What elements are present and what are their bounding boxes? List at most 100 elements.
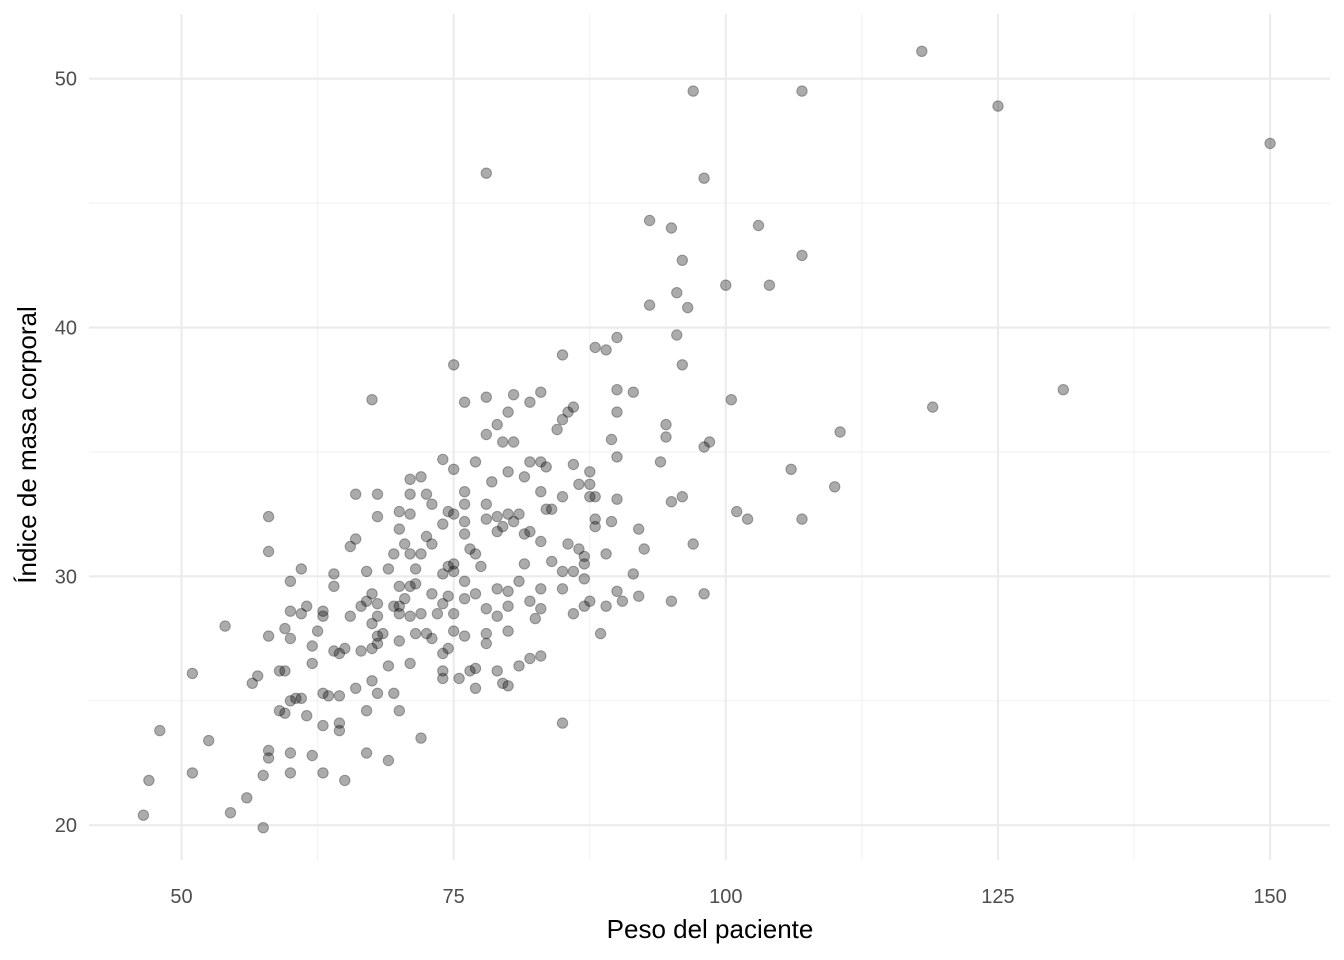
data-point	[589, 520, 601, 533]
data-point	[366, 394, 378, 406]
data-point	[262, 510, 275, 523]
data-point	[371, 610, 384, 622]
data-point	[491, 510, 503, 523]
data-point	[567, 401, 580, 413]
y-tick-label: 40	[55, 318, 77, 340]
data-point	[409, 627, 422, 640]
data-point	[567, 565, 580, 578]
data-point	[437, 598, 449, 610]
data-point	[224, 807, 237, 819]
data-point	[426, 588, 438, 600]
data-point	[763, 279, 776, 291]
data-point	[643, 214, 656, 227]
data-point	[420, 488, 433, 500]
data-point	[366, 675, 378, 687]
data-point	[388, 548, 400, 560]
data-point	[524, 595, 536, 607]
data-point	[562, 406, 574, 418]
data-point	[829, 481, 841, 493]
data-point	[322, 690, 335, 702]
data-point	[154, 724, 166, 737]
data-point	[589, 491, 601, 503]
data-point	[594, 627, 607, 640]
data-point	[284, 695, 297, 707]
data-point	[605, 515, 618, 528]
data-point	[605, 433, 618, 446]
data-point	[611, 406, 623, 418]
data-point	[551, 423, 563, 436]
data-point	[513, 575, 525, 587]
data-point	[600, 600, 612, 612]
data-point	[311, 625, 324, 637]
data-point	[415, 732, 427, 744]
data-point	[507, 389, 520, 401]
x-tick-label: 125	[981, 886, 1014, 908]
data-point	[442, 560, 454, 573]
data-point	[491, 525, 503, 538]
data-point	[671, 287, 683, 299]
data-point	[627, 386, 639, 398]
data-point	[611, 585, 623, 597]
data-point	[600, 548, 612, 560]
data-point	[1264, 137, 1276, 150]
data-point	[442, 642, 454, 655]
data-point	[415, 608, 427, 620]
data-point	[676, 254, 688, 266]
data-point	[567, 608, 580, 620]
data-point	[643, 299, 656, 311]
data-point	[497, 677, 509, 689]
data-point	[366, 642, 378, 655]
data-point	[502, 585, 514, 597]
data-point	[535, 603, 547, 615]
data-point	[137, 809, 150, 821]
data-point	[284, 767, 297, 779]
data-point	[328, 580, 340, 592]
data-point	[491, 418, 503, 431]
data-point	[584, 491, 596, 503]
data-point	[546, 503, 558, 515]
data-point	[589, 513, 601, 525]
data-point	[333, 647, 346, 660]
data-point	[513, 508, 525, 520]
y-tick-label: 20	[55, 815, 77, 837]
data-point	[556, 717, 569, 729]
data-point	[431, 608, 444, 620]
data-point	[371, 630, 384, 642]
data-point	[404, 488, 416, 500]
data-point	[518, 471, 531, 483]
data-point	[290, 692, 302, 704]
data-point	[660, 418, 672, 431]
x-tick-label: 50	[170, 886, 192, 908]
data-point	[458, 498, 471, 510]
data-point	[502, 680, 514, 692]
data-point	[464, 543, 476, 555]
data-point	[393, 523, 405, 535]
data-point	[535, 456, 547, 468]
data-point	[502, 466, 514, 478]
data-point	[442, 590, 454, 602]
y-axis-title: Índice de masa corporal	[12, 306, 42, 583]
data-point	[518, 528, 531, 540]
data-point	[437, 647, 449, 660]
data-point	[382, 754, 395, 767]
data-point	[480, 513, 492, 525]
data-point	[796, 513, 808, 525]
data-point	[676, 491, 688, 503]
data-point	[611, 493, 623, 505]
data-point	[420, 627, 433, 640]
y-tick-label: 30	[55, 566, 77, 588]
data-point	[219, 620, 231, 632]
data-point	[426, 632, 438, 645]
data-point	[502, 625, 514, 637]
data-point	[469, 662, 482, 675]
data-point	[682, 301, 694, 314]
data-point	[698, 588, 710, 600]
data-point	[262, 630, 275, 642]
data-point	[317, 610, 329, 622]
data-point	[540, 461, 552, 473]
data-point	[409, 578, 422, 590]
data-point	[333, 724, 346, 737]
data-point	[676, 359, 688, 371]
data-point	[600, 344, 612, 356]
data-point	[371, 637, 384, 650]
